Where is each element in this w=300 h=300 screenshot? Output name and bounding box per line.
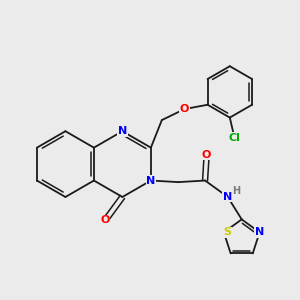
Text: N: N [146,176,155,185]
Text: S: S [223,227,231,237]
Text: N: N [255,227,264,237]
Text: N: N [118,126,127,136]
Text: N: N [223,192,232,202]
Text: O: O [100,215,110,226]
Text: O: O [180,104,189,114]
Text: Cl: Cl [229,133,240,143]
Text: O: O [202,150,211,160]
Text: H: H [232,186,241,196]
